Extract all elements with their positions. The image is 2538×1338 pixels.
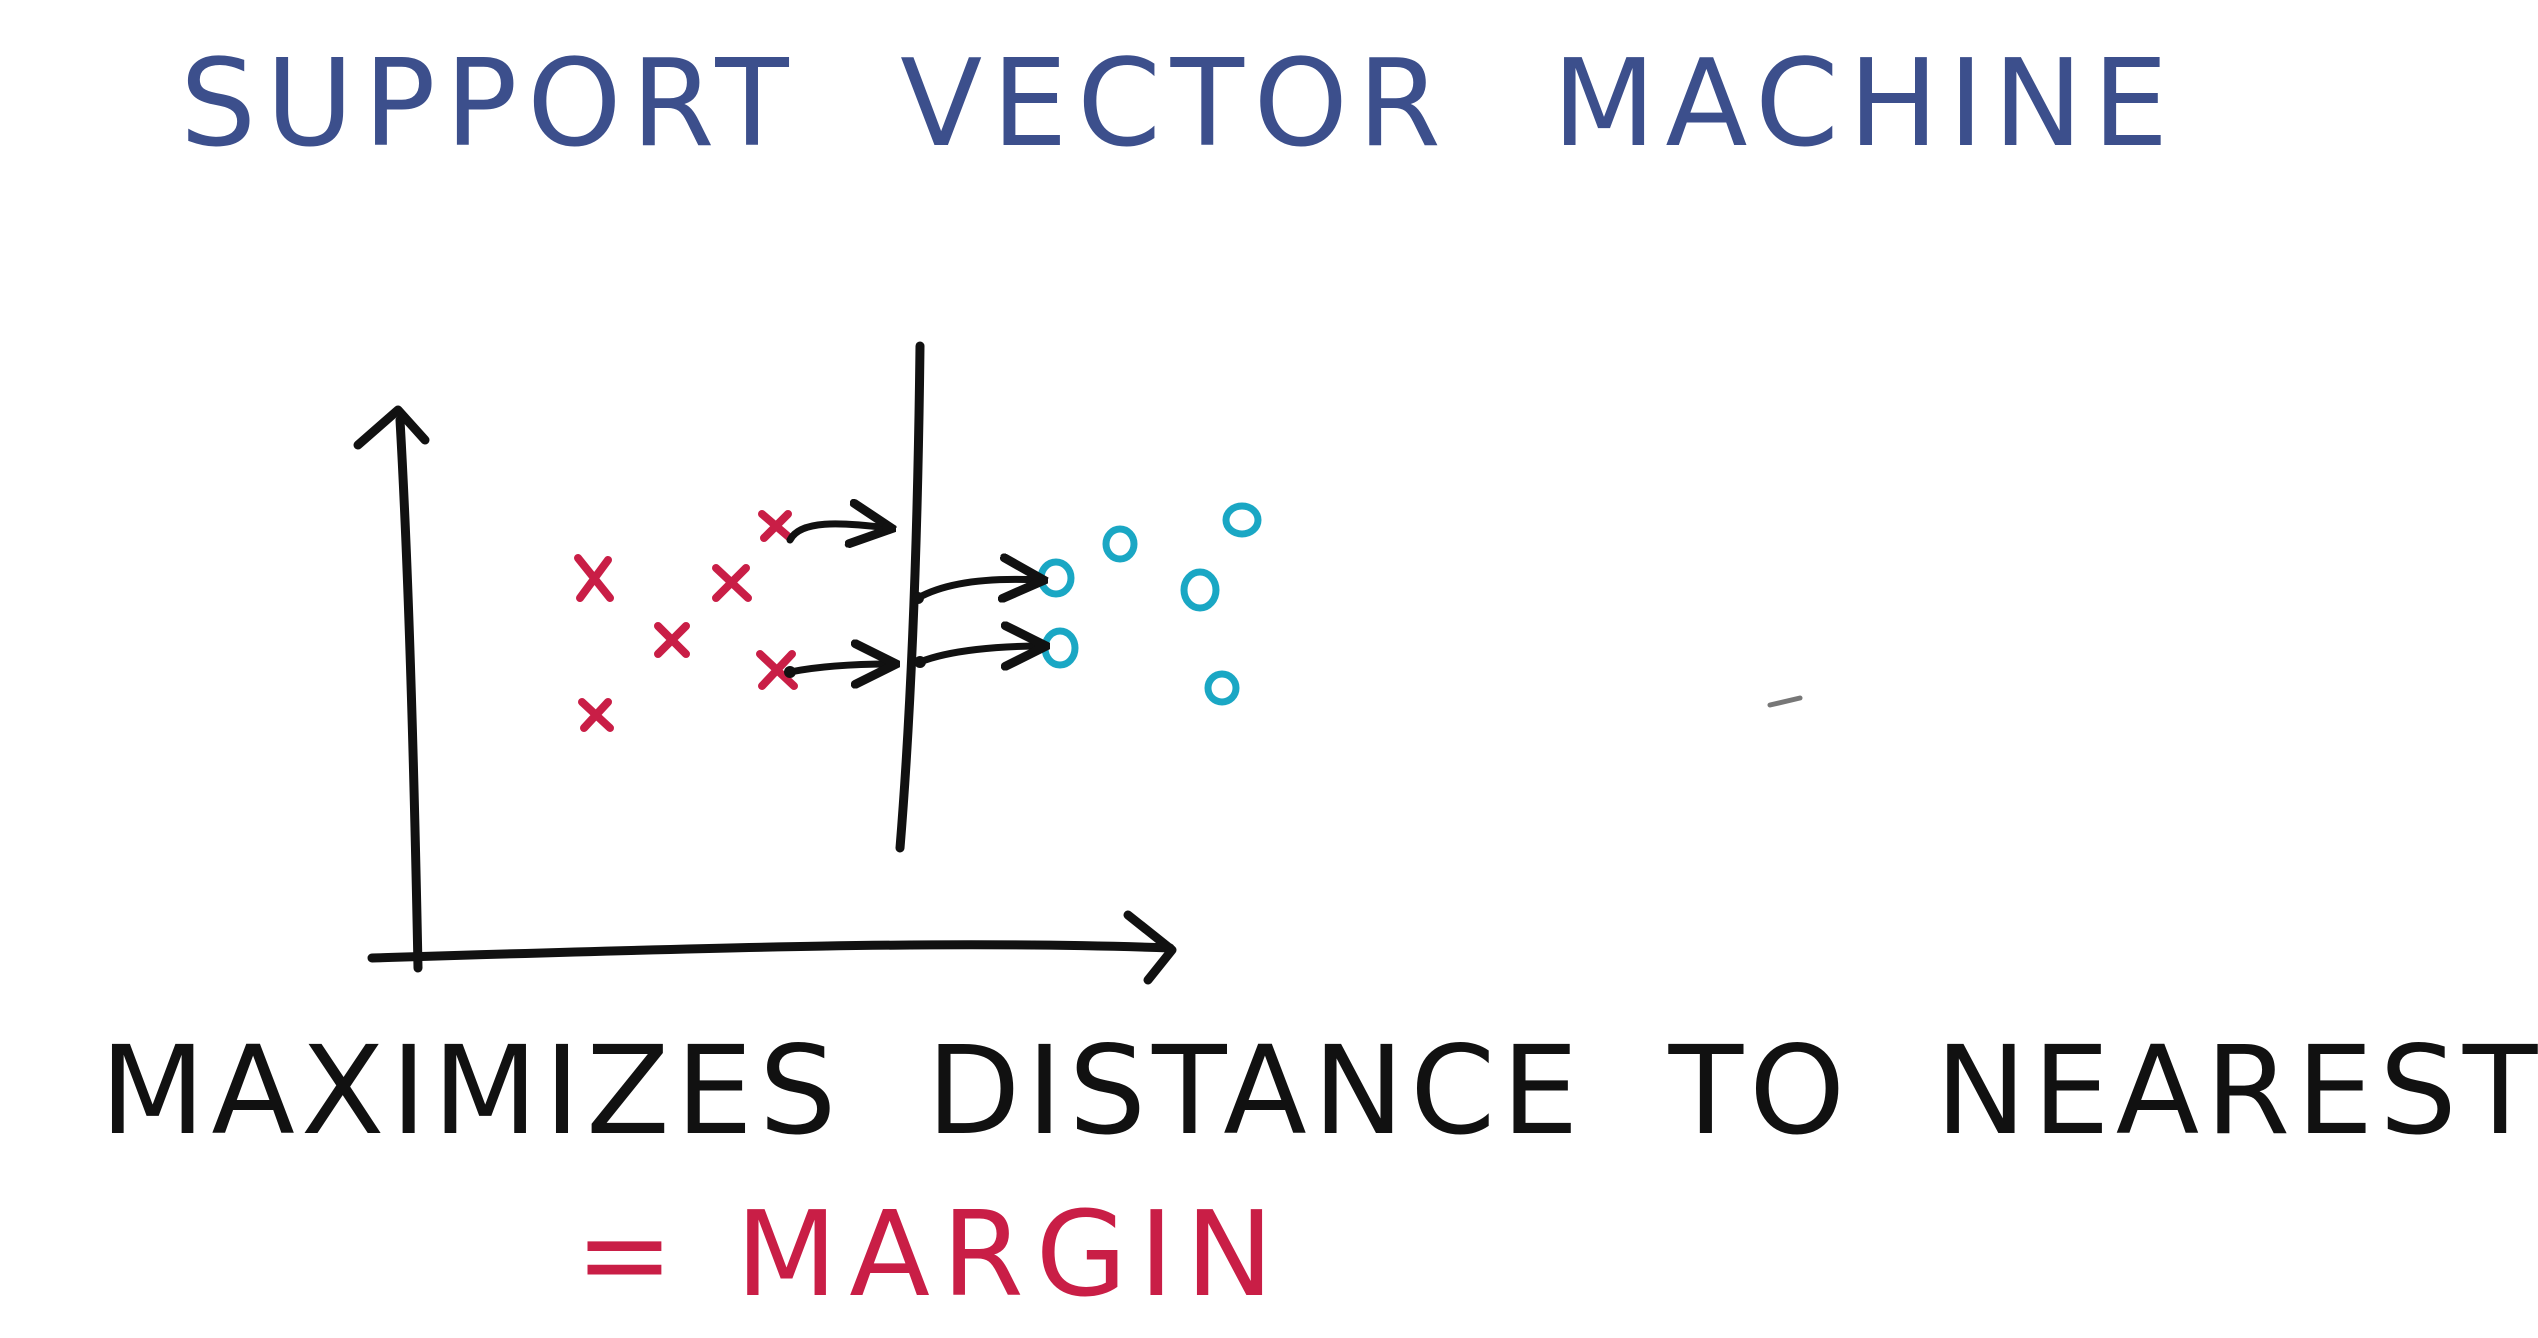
circle-marker-icon (1102, 525, 1138, 563)
distance-arrow (916, 646, 1042, 662)
distance-arrow (914, 579, 1040, 598)
margin-equation: = MARGIN (575, 1195, 1286, 1313)
distance-arrow (786, 524, 888, 540)
cross-marker-icon (756, 650, 798, 690)
positive-class-points (1037, 502, 1262, 706)
x-axis-arrow-icon (1123, 910, 1177, 985)
circle-marker-icon (1041, 627, 1079, 669)
circle-marker-icon (1204, 670, 1240, 706)
x-axis (367, 910, 1177, 985)
stray-pen-mark (1767, 695, 1803, 708)
cross-marker-icon (712, 564, 752, 602)
equals-sign: = (575, 1185, 686, 1323)
diagram-caption: MAXIMIZES DISTANCE TO NEAREST POINT (100, 1020, 2538, 1162)
decision-boundary-line (895, 341, 925, 853)
diagram-title: SUPPORT VECTOR MACHINE (180, 35, 2178, 174)
y-axis-arrow-icon (353, 405, 430, 450)
negative-class-points (574, 510, 798, 732)
circle-marker-icon (1222, 502, 1262, 538)
cross-marker-icon (578, 698, 614, 732)
distance-arrow (786, 664, 892, 672)
cross-marker-icon (574, 554, 614, 602)
margin-label: MARGIN (735, 1185, 1286, 1323)
circle-marker-icon (1037, 558, 1075, 598)
cross-marker-icon (654, 622, 690, 658)
y-axis (353, 405, 430, 973)
circle-marker-icon (1180, 568, 1220, 612)
cross-marker-icon (758, 510, 794, 542)
margin-distance-arrows (784, 522, 1042, 678)
